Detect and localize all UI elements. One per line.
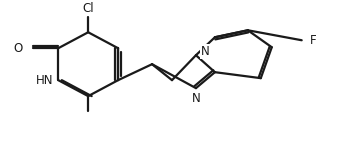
Text: N: N [191,92,200,105]
Text: HN: HN [36,74,53,87]
Text: O: O [14,42,23,55]
Text: N: N [201,45,209,58]
Text: F: F [310,34,317,47]
Text: Cl: Cl [82,2,94,15]
